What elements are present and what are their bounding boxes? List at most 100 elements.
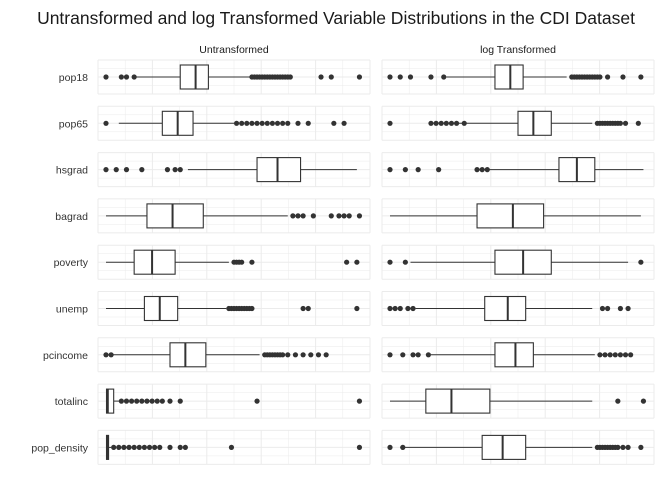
row-label-pcincome: pcincome <box>43 350 88 362</box>
outlier-point <box>387 444 393 450</box>
iqr-box <box>484 295 527 322</box>
outlier-point <box>310 213 316 219</box>
iqr-box <box>425 388 491 414</box>
outlier-point <box>305 120 311 126</box>
outlier-point <box>121 444 127 450</box>
outlier-point <box>103 120 109 126</box>
outlier-point <box>141 444 147 450</box>
iqr-box <box>179 64 209 90</box>
outlier-point <box>295 120 301 126</box>
outlier-point <box>103 352 109 358</box>
outlier-point <box>400 444 406 450</box>
outlier-point <box>285 120 291 126</box>
row-label-pop-density: pop_density <box>31 442 88 454</box>
outlier-point <box>628 352 634 358</box>
panel-unemp-log <box>381 291 655 326</box>
outlier-point <box>397 74 403 80</box>
outlier-point <box>433 120 439 126</box>
outlier-point <box>254 398 260 404</box>
chart-title: Untransformed and log Transformed Variab… <box>37 8 635 28</box>
panel-pop-density-untransformed <box>97 429 371 465</box>
outlier-point <box>356 213 363 219</box>
outlier-point <box>249 120 255 126</box>
outlier-point <box>638 444 644 450</box>
panel-bagrad-untransformed <box>97 198 371 234</box>
iqr-box <box>143 295 179 322</box>
outlier-point <box>438 120 444 126</box>
outlier-point <box>597 352 603 358</box>
outlier-point <box>615 444 621 450</box>
outlier-point <box>290 213 296 219</box>
outlier-point <box>264 120 270 126</box>
iqr-box <box>476 203 545 229</box>
outlier-point <box>387 259 393 265</box>
outlier-point <box>356 398 363 404</box>
iqr-box <box>481 434 527 460</box>
outlier-point <box>356 74 363 80</box>
outlier-point <box>617 120 624 126</box>
outlier-point <box>318 74 324 80</box>
panel-totalinc-untransformed <box>97 383 371 419</box>
row-label-pop65: pop65 <box>59 118 88 130</box>
panel-poverty-log <box>381 244 655 280</box>
outlier-point <box>425 352 431 358</box>
facet-strip-label: log Transformed <box>480 44 556 56</box>
outlier-point <box>167 444 173 450</box>
outlier-point <box>415 167 421 173</box>
outlier-point <box>331 120 337 126</box>
outlier-point <box>410 352 416 358</box>
outlier-point <box>405 305 411 312</box>
outlier-point <box>113 167 119 173</box>
outlier-point <box>387 167 393 173</box>
row-label-unemp: unemp <box>56 304 88 316</box>
outlier-point <box>159 398 165 404</box>
panel-hsgrad-log <box>381 152 655 188</box>
outlier-point <box>129 398 135 404</box>
outlier-point <box>387 120 393 126</box>
outlier-point <box>103 74 109 80</box>
outlier-point <box>118 74 124 80</box>
outlier-point <box>228 444 235 450</box>
panel-pcincome-log <box>381 337 655 373</box>
iqr-box <box>146 203 204 229</box>
outlier-point <box>387 305 393 312</box>
panel-poverty-untransformed <box>97 244 371 280</box>
outlier-point <box>123 74 130 80</box>
outlier-point <box>622 352 629 358</box>
outlier-point <box>308 352 314 358</box>
outlier-point <box>615 398 621 404</box>
outlier-point <box>402 259 408 265</box>
outlier-point <box>249 259 255 265</box>
outlier-point <box>599 305 606 312</box>
row-label-bagrad: bagrad <box>55 211 88 223</box>
row-label-poverty: poverty <box>54 257 89 269</box>
panel-pop18-log <box>381 59 655 95</box>
outlier-point <box>625 444 631 450</box>
outlier-point <box>607 352 613 358</box>
outlier-point <box>164 167 171 173</box>
outlier-point <box>328 74 334 80</box>
outlier-point <box>625 305 631 312</box>
outlier-point <box>638 259 644 265</box>
row-label-pop18: pop18 <box>59 72 88 84</box>
outlier-point <box>131 74 137 80</box>
outlier-point <box>410 305 416 312</box>
outlier-point <box>402 167 408 173</box>
outlier-point <box>244 120 250 126</box>
outlier-point <box>640 398 647 404</box>
outlier-point <box>597 74 603 80</box>
outlier-point <box>118 398 124 404</box>
panel-pop18-untransformed <box>97 59 371 95</box>
outlier-point <box>134 398 140 404</box>
outlier-point <box>136 444 142 450</box>
outlier-point <box>387 74 393 80</box>
outlier-point <box>300 213 306 219</box>
outlier-point <box>474 167 480 173</box>
outlier-point <box>274 120 281 126</box>
outlier-point <box>346 213 352 219</box>
outlier-point <box>152 444 158 450</box>
outlier-point <box>387 352 393 358</box>
outlier-point <box>617 305 624 312</box>
outlier-point <box>182 444 188 450</box>
outlier-point <box>461 120 467 126</box>
